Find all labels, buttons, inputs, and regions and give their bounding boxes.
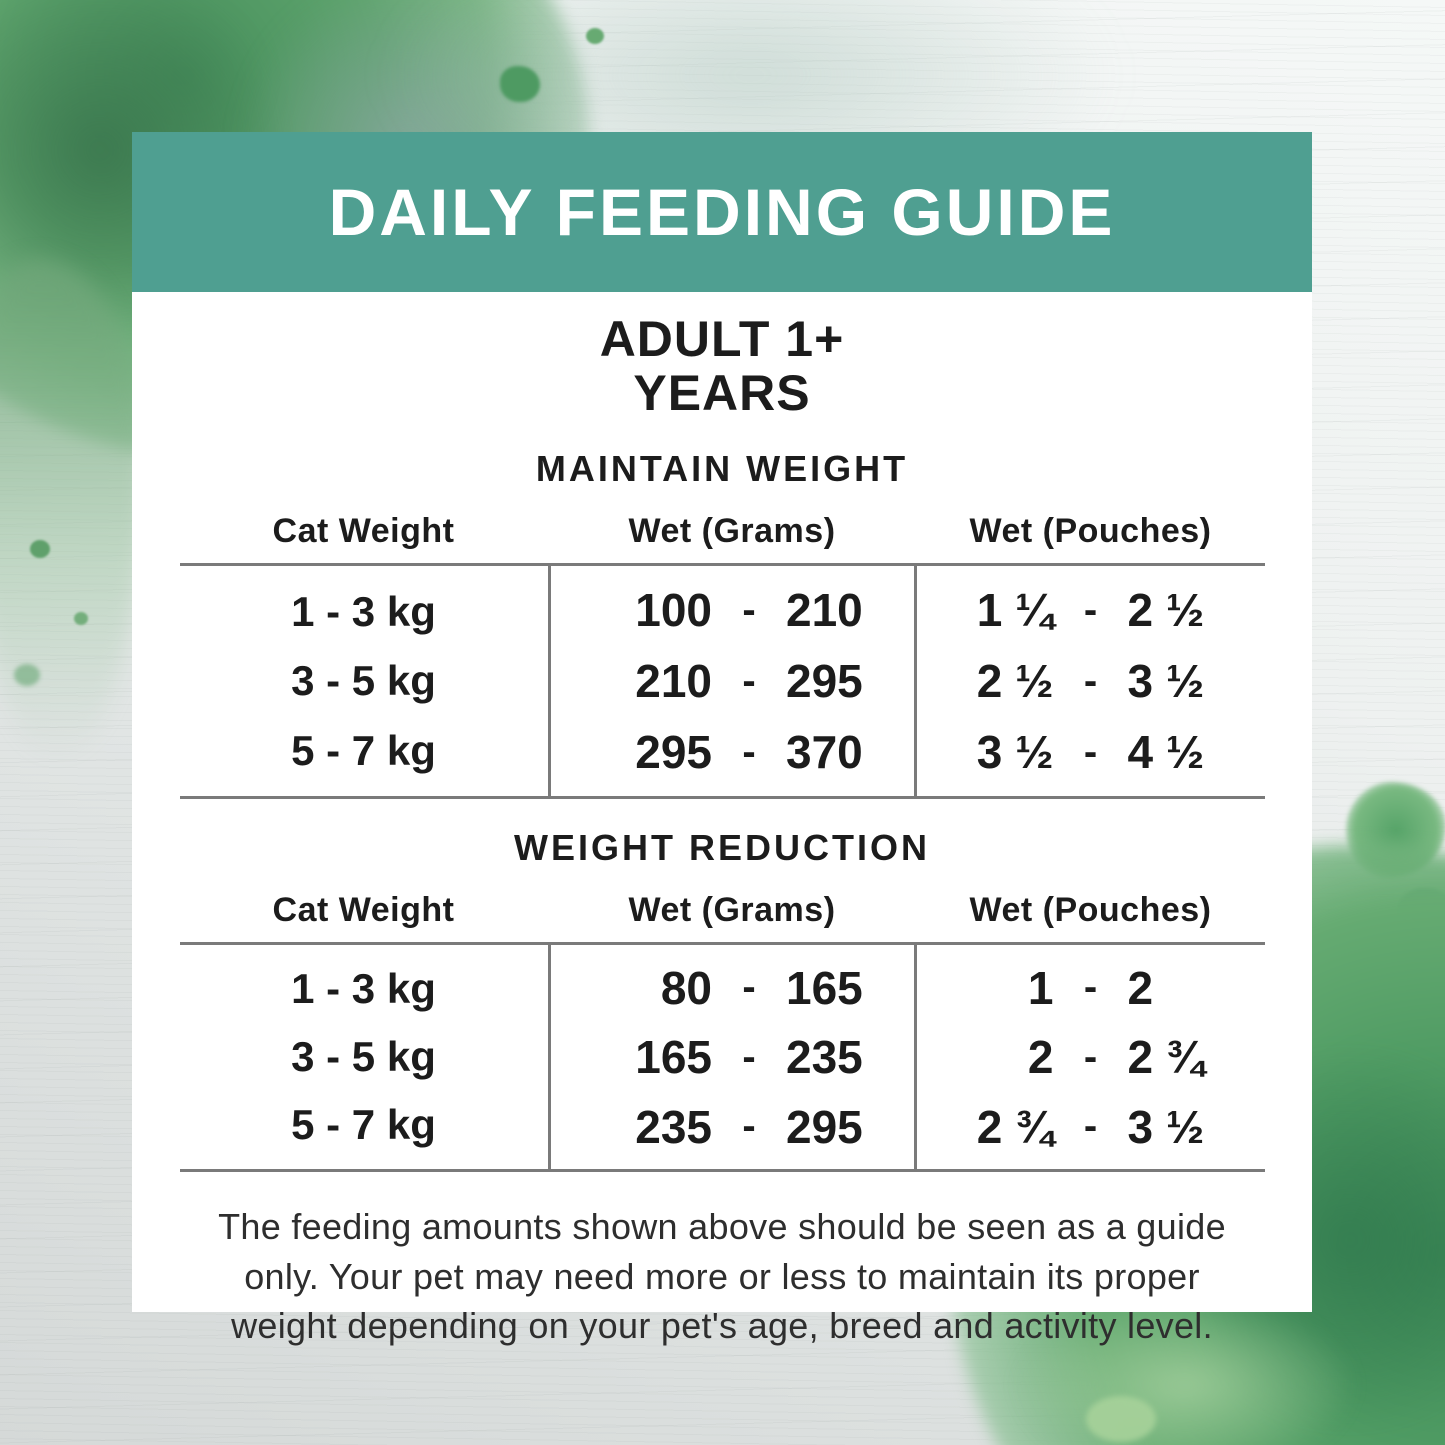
- column-header-wet-pouches: Wet (Pouches): [969, 512, 1212, 550]
- range-separator: -: [742, 1034, 756, 1079]
- wet-grams-column: 80 - 165 165 - 235 235 - 295: [547, 945, 917, 1169]
- watercolor-dot-left-3: [14, 664, 40, 686]
- range-separator: -: [1083, 658, 1098, 703]
- range-separator: -: [742, 965, 756, 1009]
- watercolor-dot-left-2: [74, 612, 88, 625]
- age-group-line1: ADULT 1+: [599, 311, 845, 367]
- range-low: 2 ½: [976, 655, 1054, 707]
- range-separator: -: [742, 658, 756, 703]
- range-high: 2 ¾: [1127, 1031, 1205, 1083]
- range-low: 165: [635, 1031, 712, 1083]
- table-cell: 5 - 7 kg: [291, 1101, 436, 1148]
- range-low: 100: [635, 584, 712, 636]
- range-high: 2: [1127, 961, 1154, 1014]
- table-cell: 165 - 235: [551, 1030, 914, 1084]
- range-high: 295: [786, 1100, 863, 1153]
- watercolor-dot-left-1: [30, 540, 50, 558]
- section-weight-reduction: WEIGHT REDUCTION Cat Weight Wet (Grams) …: [132, 827, 1312, 1172]
- table-body: 1 - 3 kg 3 - 5 kg 5 - 7 kg 100 - 210 210…: [179, 563, 1265, 799]
- range-high: 2 ½: [1127, 584, 1205, 636]
- table-cell: 2 ½ - 3 ½: [917, 654, 1265, 708]
- table-cell: 1 - 3 kg: [291, 965, 436, 1012]
- table-cell: 1 ¼ - 2 ½: [917, 583, 1265, 637]
- table-cell: 1 - 2: [917, 961, 1265, 1015]
- range-separator: -: [742, 587, 756, 632]
- range-high: 210: [786, 584, 863, 636]
- column-header-cat-weight: Cat Weight: [272, 891, 455, 929]
- range-low: 1 ¼: [976, 584, 1054, 636]
- cat-weight-column: 1 - 3 kg 3 - 5 kg 5 - 7 kg: [180, 945, 548, 1169]
- age-group-heading: ADULT 1+ YEARS: [132, 312, 1312, 420]
- table-cell: 210 - 295: [551, 654, 914, 708]
- table-cell: 100 - 210: [551, 583, 914, 637]
- table-cell: 1 - 3 kg: [291, 587, 436, 635]
- range-separator: -: [1083, 965, 1098, 1009]
- table-header-row: Cat Weight Wet (Grams) Wet (Pouches): [180, 891, 1265, 942]
- range-low: 2: [1027, 1031, 1054, 1083]
- age-group-line2: YEARS: [633, 365, 811, 421]
- table-header-row: Cat Weight Wet (Grams) Wet (Pouches): [180, 512, 1265, 563]
- weight-reduction-table: Cat Weight Wet (Grams) Wet (Pouches) 1 -…: [179, 891, 1265, 1172]
- disclaimer-line3: weight depending on your pet's age, bree…: [231, 1305, 1213, 1347]
- table-body: 1 - 3 kg 3 - 5 kg 5 - 7 kg 80 - 165 165 …: [179, 942, 1265, 1172]
- watercolor-blob-right: [1346, 782, 1445, 878]
- table-cell: 2 ¾ - 3 ½: [917, 1100, 1265, 1154]
- watercolor-drip-left-edge: [0, 260, 146, 760]
- wet-pouches-column: 1 ¼ - 2 ½ 2 ½ - 3 ½ 3 ½ - 4 ½: [917, 566, 1265, 796]
- section-maintain-weight: MAINTAIN WEIGHT Cat Weight Wet (Grams) W…: [132, 448, 1312, 799]
- section-title-weight-reduction: WEIGHT REDUCTION: [514, 827, 930, 868]
- table-cell: 80 - 165: [551, 961, 914, 1015]
- watercolor-teal-dot-right: [1396, 888, 1445, 946]
- range-low: 1: [1027, 961, 1054, 1014]
- banner: DAILY FEEDING GUIDE: [132, 132, 1312, 292]
- watercolor-dot-top-2: [586, 28, 604, 44]
- watercolor-dot-bottom: [1086, 1396, 1156, 1442]
- column-header-wet-pouches: Wet (Pouches): [969, 891, 1212, 929]
- range-low: 80: [660, 961, 712, 1014]
- table-cell: 5 - 7 kg: [291, 726, 436, 774]
- range-separator: -: [742, 1104, 756, 1148]
- range-separator: -: [1083, 1104, 1098, 1148]
- column-header-wet-grams: Wet (Grams): [628, 512, 836, 550]
- range-high: 4 ½: [1127, 726, 1205, 778]
- disclaimer-text: The feeding amounts shown above should b…: [132, 1202, 1312, 1351]
- range-high: 3 ½: [1127, 1100, 1205, 1153]
- range-low: 3 ½: [976, 726, 1054, 778]
- range-high: 370: [786, 726, 863, 778]
- banner-title: DAILY FEEDING GUIDE: [328, 175, 1116, 249]
- column-header-wet-grams: Wet (Grams): [628, 891, 836, 929]
- table-cell: 3 - 5 kg: [291, 657, 436, 704]
- table-cell: 2 - 2 ¾: [917, 1030, 1265, 1084]
- range-high: 165: [786, 961, 863, 1014]
- disclaimer-line1: The feeding amounts shown above should b…: [218, 1206, 1226, 1247]
- feeding-guide-card: DAILY FEEDING GUIDE ADULT 1+ YEARS MAINT…: [132, 132, 1312, 1346]
- range-high: 295: [786, 655, 863, 707]
- range-separator: -: [1083, 729, 1098, 774]
- range-low: 235: [635, 1100, 712, 1153]
- table-cell: 3 ½ - 4 ½: [917, 725, 1265, 779]
- wet-pouches-column: 1 - 2 2 - 2 ¾ 2 ¾ - 3 ½: [917, 945, 1265, 1169]
- range-separator: -: [1083, 1034, 1098, 1079]
- range-separator: -: [1083, 587, 1098, 632]
- range-low: 2 ¾: [976, 1100, 1054, 1153]
- section-title-maintain-weight: MAINTAIN WEIGHT: [535, 448, 909, 489]
- range-high: 235: [786, 1031, 863, 1083]
- table-cell: 3 - 5 kg: [291, 1033, 436, 1080]
- watercolor-dot-top-1: [500, 66, 540, 102]
- range-low: 210: [635, 655, 712, 707]
- table-cell: 295 - 370: [551, 725, 914, 779]
- maintain-weight-table: Cat Weight Wet (Grams) Wet (Pouches) 1 -…: [179, 512, 1265, 799]
- range-low: 295: [635, 726, 712, 778]
- table-cell: 235 - 295: [551, 1100, 914, 1154]
- range-separator: -: [742, 729, 756, 774]
- disclaimer-line2: only. Your pet may need more or less to …: [244, 1255, 1200, 1297]
- cat-weight-column: 1 - 3 kg 3 - 5 kg 5 - 7 kg: [180, 566, 548, 796]
- column-header-cat-weight: Cat Weight: [272, 512, 455, 550]
- wet-grams-column: 100 - 210 210 - 295 295 - 370: [547, 566, 917, 796]
- range-high: 3 ½: [1127, 655, 1205, 707]
